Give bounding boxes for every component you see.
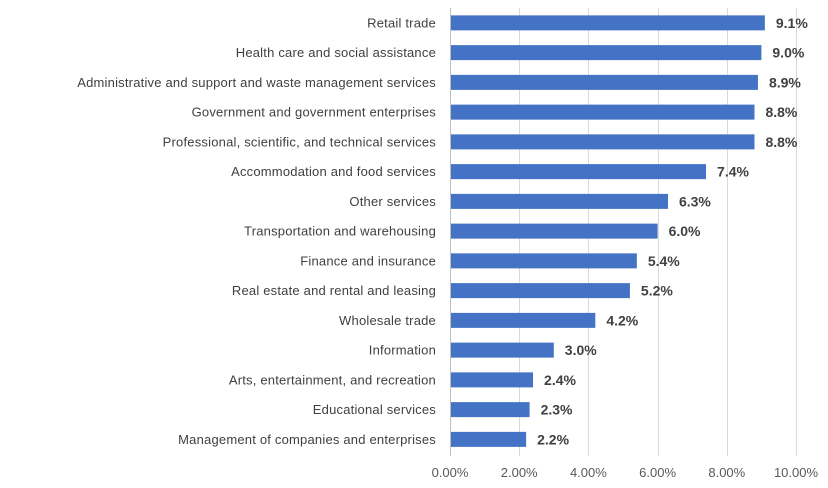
bar <box>451 134 755 150</box>
bar <box>451 104 755 120</box>
bar <box>451 15 765 31</box>
category-label: Other services <box>349 194 436 209</box>
bar <box>451 45 762 61</box>
category-label: Educational services <box>313 402 437 417</box>
category-label: Transportation and warehousing <box>244 224 436 239</box>
bar <box>451 253 637 269</box>
category-label: Professional, scientific, and technical … <box>163 134 437 149</box>
category-label: Retail trade <box>367 15 436 30</box>
bar <box>451 164 707 180</box>
category-label: Wholesale trade <box>339 313 436 328</box>
category-label: Accommodation and food services <box>231 164 436 179</box>
category-label: Arts, entertainment, and recreation <box>229 372 436 387</box>
value-label: 7.4% <box>717 164 749 180</box>
bars <box>451 15 765 447</box>
category-label: Finance and insurance <box>300 253 436 268</box>
value-label: 6.0% <box>669 223 701 239</box>
category-label: Government and government enterprises <box>192 105 437 120</box>
category-label: Management of companies and enterprises <box>178 432 436 447</box>
value-label: 9.1% <box>776 15 808 31</box>
value-label: 2.2% <box>537 431 569 447</box>
bar <box>451 342 554 358</box>
x-axis-tick-labels: 0.00% 2.00% 4.00% 6.00% 8.00% 10.00% <box>432 465 819 480</box>
value-label: 5.2% <box>641 283 673 299</box>
x-tick-label: 0.00% <box>432 465 469 480</box>
value-label: 5.4% <box>648 253 680 269</box>
category-label: Information <box>369 343 436 358</box>
bar <box>451 372 534 388</box>
value-label: 2.3% <box>541 402 573 418</box>
bar <box>451 74 758 90</box>
bar <box>451 312 596 328</box>
bar <box>451 283 630 299</box>
x-tick-label: 2.00% <box>501 465 538 480</box>
category-label: Real estate and rental and leasing <box>232 283 436 298</box>
value-label: 8.8% <box>765 134 797 150</box>
bar <box>451 223 658 239</box>
bar <box>451 402 530 418</box>
value-label: 6.3% <box>679 193 711 209</box>
x-tick-label: 4.00% <box>570 465 607 480</box>
x-tick-label: 8.00% <box>708 465 745 480</box>
value-labels: 9.1% 9.0% 8.9% 8.8% 8.8% 7.4% 6.3% 6.0% 5.4% 5.2%… <box>537 15 808 448</box>
value-label: 3.0% <box>565 342 597 358</box>
category-labels: Retail trade Health care and social assis… <box>77 15 436 447</box>
x-tick-label: 6.00% <box>639 465 676 480</box>
bar <box>451 193 668 209</box>
x-tick-label: 10.00% <box>774 465 819 480</box>
value-label: 2.4% <box>544 372 576 388</box>
category-label: Health care and social assistance <box>236 45 436 60</box>
bar <box>451 431 527 447</box>
value-label: 4.2% <box>606 312 638 328</box>
category-label: Administrative and support and waste man… <box>77 75 436 90</box>
value-label: 8.8% <box>765 104 797 120</box>
value-label: 9.0% <box>772 45 804 61</box>
value-label: 8.9% <box>769 74 801 90</box>
